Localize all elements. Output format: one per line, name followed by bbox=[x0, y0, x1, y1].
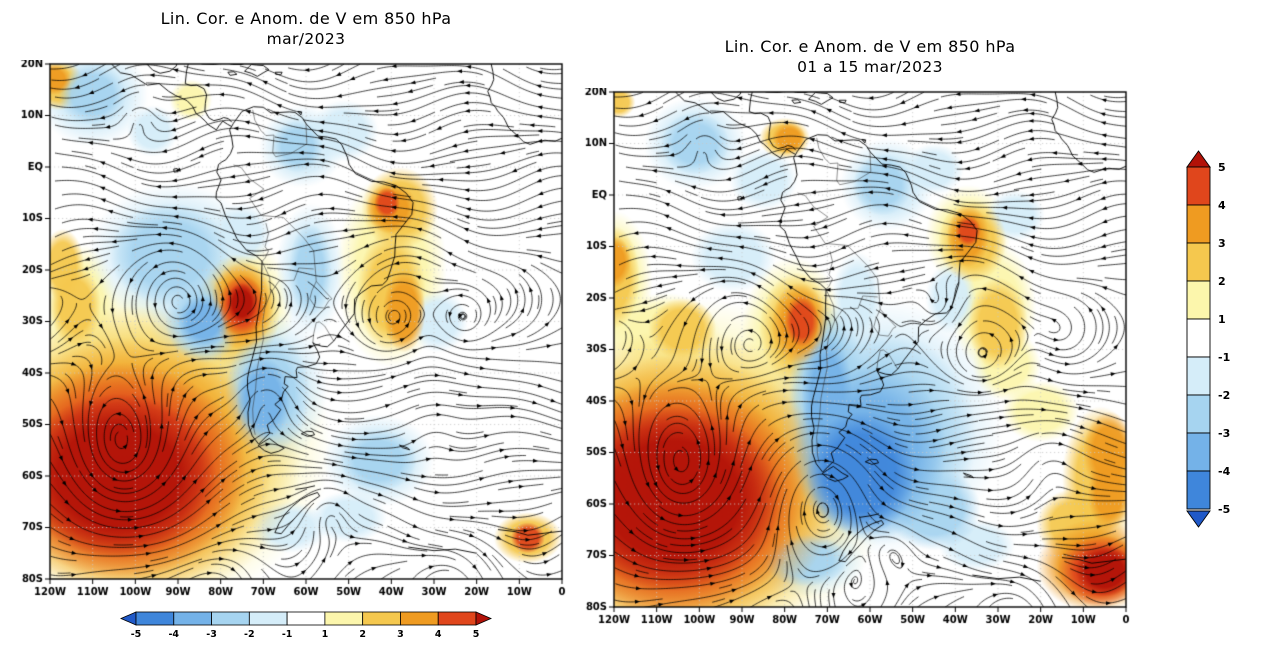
colorbar-segment bbox=[400, 611, 439, 626]
colorbar-label: -4 bbox=[1218, 465, 1231, 478]
colorbar-arrow-high bbox=[475, 611, 493, 626]
colorbar-segment bbox=[135, 611, 175, 626]
vertical-colorbar-wrap: 5 4 3 2 1 -1 -2 -3 -4 -5 bbox=[1184, 150, 1248, 532]
right-panel: Lin. Cor. e Anom. de V em 850 hPa 01 a 1… bbox=[578, 36, 1147, 631]
colorbar-segment bbox=[1186, 394, 1211, 434]
colorbar-label: 5 bbox=[1218, 161, 1226, 174]
right-chart-title: Lin. Cor. e Anom. de V em 850 hPa bbox=[724, 37, 1016, 56]
colorbar-arrow-low bbox=[1186, 510, 1211, 528]
colorbar-label: -2 bbox=[1218, 389, 1230, 402]
left-title-block: Lin. Cor. e Anom. de V em 850 hPa mar/20… bbox=[29, 8, 583, 50]
colorbar-label: -2 bbox=[244, 629, 255, 640]
colorbar-label: 2 bbox=[359, 629, 366, 640]
colorbar-label: 5 bbox=[473, 629, 480, 640]
right-map-canvas bbox=[578, 88, 1132, 631]
right-chart-subtitle: 01 a 15 mar/2023 bbox=[797, 58, 943, 76]
colorbar-label: 3 bbox=[1218, 237, 1226, 250]
colorbar-segment bbox=[1186, 356, 1211, 396]
colorbar-horizontal: -5 -4 -3 -2 -1 1 2 3 4 5 bbox=[119, 611, 493, 640]
colorbar-label: -5 bbox=[131, 629, 142, 640]
horizontal-colorbar-wrap: -5 -4 -3 -2 -1 1 2 3 4 5 bbox=[119, 611, 583, 649]
colorbar-segment bbox=[1186, 280, 1211, 320]
left-chart-subtitle: mar/2023 bbox=[266, 30, 346, 48]
colorbar-label: -4 bbox=[168, 629, 179, 640]
colorbar-segment bbox=[173, 611, 212, 626]
colorbar-label: 3 bbox=[397, 629, 404, 640]
colorbar-label: 1 bbox=[322, 629, 329, 640]
colorbar-label: 4 bbox=[435, 629, 442, 640]
colorbar-segment bbox=[437, 611, 477, 626]
colorbar-label: 2 bbox=[1218, 275, 1226, 288]
colorbar-segment bbox=[248, 611, 288, 626]
colorbar-segment bbox=[1186, 318, 1211, 358]
colorbar-segment bbox=[362, 611, 401, 626]
colorbar-arrow-high bbox=[1186, 150, 1211, 168]
left-chart-title: Lin. Cor. e Anom. de V em 850 hPa bbox=[160, 9, 452, 28]
right-title-block: Lin. Cor. e Anom. de V em 850 hPa 01 a 1… bbox=[593, 36, 1147, 78]
colorbar-label: -3 bbox=[206, 629, 217, 640]
colorbar-label: -5 bbox=[1218, 503, 1230, 516]
colorbar-label: -1 bbox=[282, 629, 293, 640]
colorbar-segment bbox=[1186, 470, 1211, 510]
colorbar-label: -3 bbox=[1218, 427, 1230, 440]
colorbar-segment bbox=[1186, 204, 1211, 244]
colorbar-segment bbox=[1186, 432, 1211, 472]
left-map-canvas bbox=[14, 60, 568, 603]
colorbar-segment bbox=[211, 611, 250, 626]
colorbar-arrow-low bbox=[119, 611, 137, 626]
colorbar-vertical: 5 4 3 2 1 -1 -2 -3 -4 -5 bbox=[1186, 150, 1231, 528]
colorbar-label: 4 bbox=[1218, 199, 1226, 212]
colorbar-label: 1 bbox=[1218, 313, 1226, 326]
left-panel: Lin. Cor. e Anom. de V em 850 hPa mar/20… bbox=[14, 8, 583, 649]
colorbar-segment bbox=[286, 611, 326, 626]
colorbar-segment bbox=[324, 611, 364, 626]
colorbar-segment bbox=[1186, 166, 1211, 206]
colorbar-segment bbox=[1186, 242, 1211, 282]
colorbar-label: -1 bbox=[1218, 351, 1230, 364]
